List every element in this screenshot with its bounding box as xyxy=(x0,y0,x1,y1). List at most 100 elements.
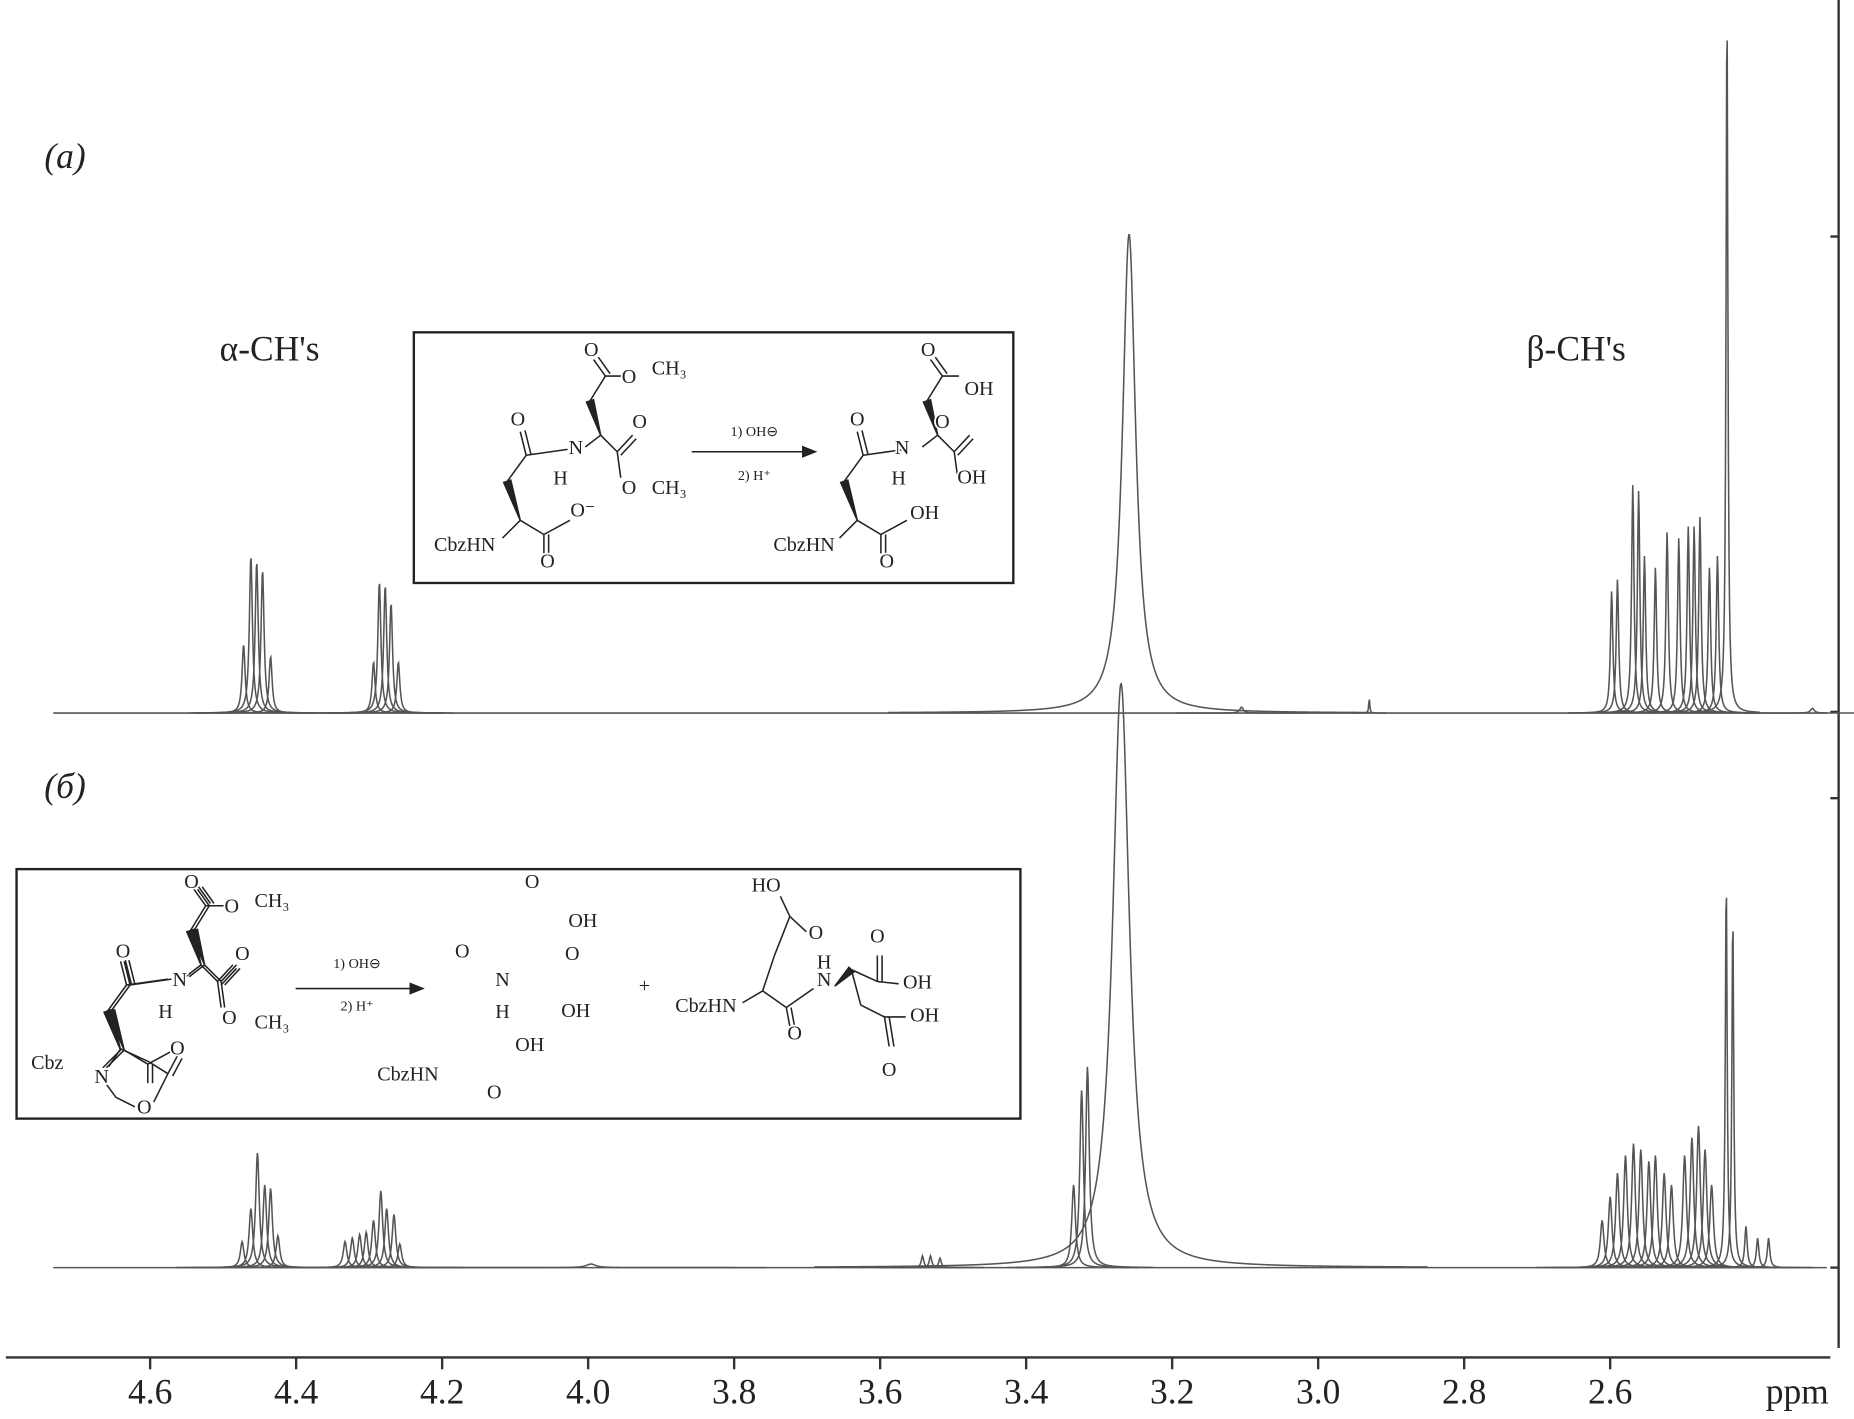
bond xyxy=(937,434,955,453)
chem-label: O xyxy=(184,871,199,893)
chem-label: O⁻ xyxy=(570,500,595,522)
peak xyxy=(330,587,440,714)
x-tick-label: 4.0 xyxy=(566,1371,610,1411)
bond xyxy=(120,1048,150,1063)
chem-label: OH xyxy=(903,971,932,993)
peak xyxy=(318,660,429,714)
chem-label: OH xyxy=(515,1034,544,1056)
bond xyxy=(198,886,212,904)
chem-label: CH₃ xyxy=(254,1012,289,1034)
bond xyxy=(926,375,944,402)
bond xyxy=(863,448,905,457)
bond xyxy=(204,964,222,982)
bond xyxy=(220,981,226,1008)
bond xyxy=(216,964,234,982)
bond xyxy=(616,451,622,478)
x-tick-label: 4.4 xyxy=(274,1371,319,1411)
bond xyxy=(501,519,521,539)
chem-label: O xyxy=(525,871,540,893)
chem-label: O xyxy=(487,1081,502,1103)
chem-label: O xyxy=(632,411,647,433)
peak xyxy=(215,654,326,714)
bond xyxy=(196,888,210,907)
chem-label: O xyxy=(622,366,637,388)
bond xyxy=(779,895,791,917)
x-tick-label: 3.2 xyxy=(1150,1371,1194,1411)
peak xyxy=(1175,706,1308,714)
chem-label: O xyxy=(584,339,599,361)
bond xyxy=(957,438,974,456)
bond xyxy=(185,964,202,978)
peak xyxy=(1536,1220,1668,1269)
chem-label: O xyxy=(622,477,637,499)
chem-label: O xyxy=(870,925,885,947)
peak xyxy=(1559,1155,1692,1269)
chem-label: O xyxy=(137,1097,152,1119)
chem-label: H xyxy=(553,468,568,490)
bond xyxy=(592,359,607,377)
bond xyxy=(171,1057,183,1077)
scheme-box xyxy=(15,867,1022,1120)
peak xyxy=(315,1190,447,1269)
x-tick-label: 2.8 xyxy=(1442,1371,1486,1411)
peak xyxy=(201,563,312,714)
peak xyxy=(1351,699,1387,714)
bond xyxy=(216,981,222,1008)
bond xyxy=(773,916,791,956)
peak xyxy=(212,1232,344,1269)
spectrum-label: (б) xyxy=(44,766,85,806)
chem-label: 2) H⁺ xyxy=(341,999,374,1015)
peak xyxy=(293,1231,426,1269)
chem-label: O xyxy=(850,409,865,431)
bond xyxy=(888,1016,895,1047)
chem-label: O xyxy=(455,941,470,963)
bond xyxy=(860,1004,885,1018)
peak xyxy=(1724,1237,1813,1269)
chem-label: 1) OH⊖ xyxy=(731,424,779,440)
bond xyxy=(526,448,568,457)
peak xyxy=(324,583,435,714)
bond xyxy=(506,454,527,482)
chem-label: OH xyxy=(957,467,986,489)
chem-label: O xyxy=(235,943,250,965)
bond xyxy=(193,888,207,907)
bond xyxy=(620,438,637,456)
peak xyxy=(1746,707,1854,714)
peak xyxy=(191,1152,323,1269)
chem-label: CbzHN xyxy=(675,995,737,1017)
bond xyxy=(524,430,532,455)
bond xyxy=(838,519,858,539)
bond xyxy=(761,955,776,992)
chem-label: N xyxy=(817,969,832,991)
chem-label: HO xyxy=(752,874,781,896)
chem-label: O xyxy=(809,922,824,944)
bond xyxy=(861,430,869,455)
bond xyxy=(789,915,807,933)
chem-label: CbzHN xyxy=(434,534,496,556)
bond xyxy=(616,434,634,453)
spectrum-label: (a) xyxy=(44,136,85,176)
bond xyxy=(880,519,908,536)
chem-label: O xyxy=(511,409,526,431)
bond xyxy=(193,905,210,932)
chem-label: CbzHN xyxy=(377,1064,439,1086)
x-tick-label: 3.6 xyxy=(858,1371,902,1411)
chem-label: O xyxy=(224,896,239,918)
bond xyxy=(850,969,862,1006)
chem-label: H xyxy=(158,1001,173,1023)
chem-label: Cbz xyxy=(31,1052,63,1074)
bond xyxy=(110,984,131,1012)
peak xyxy=(196,558,306,714)
peak xyxy=(1665,567,1754,714)
x-tick-label: 4.2 xyxy=(420,1371,464,1411)
bond xyxy=(929,359,943,377)
scheme-box xyxy=(412,331,1015,585)
bond xyxy=(589,375,607,402)
chem-label: O xyxy=(880,550,895,572)
bond xyxy=(153,1073,169,1103)
bond xyxy=(921,434,939,448)
x-tick-label: 4.6 xyxy=(128,1371,172,1411)
chem-label: O xyxy=(170,1038,185,1060)
bond xyxy=(877,980,899,985)
peak xyxy=(1694,40,1760,714)
